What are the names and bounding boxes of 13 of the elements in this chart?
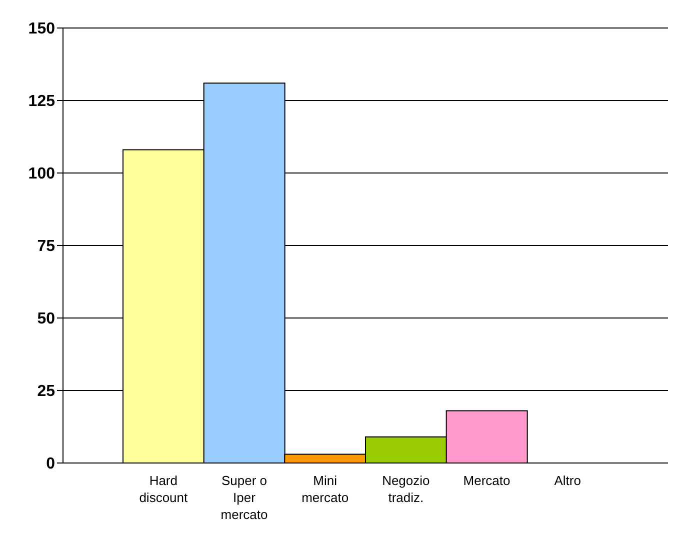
y-tick-label: 25	[37, 383, 56, 400]
y-tick-label: 50	[37, 310, 56, 328]
y-tick-label: 100	[28, 166, 56, 183]
x-tick-label: Altro	[554, 473, 581, 488]
x-tick-label: Super o Iper mercato	[220, 473, 268, 522]
y-tick-label: 0	[46, 456, 56, 473]
y-tick-label: 125	[28, 93, 56, 110]
x-tick-label: Mini mercato	[302, 473, 349, 505]
x-tick-label: Mercato	[463, 473, 510, 488]
x-tick-label: Hard discount	[139, 473, 188, 505]
y-tick-label: 75	[37, 238, 56, 256]
x-tick-label: Negozio tradiz.	[382, 473, 430, 505]
y-tick-label: 150	[28, 20, 56, 38]
